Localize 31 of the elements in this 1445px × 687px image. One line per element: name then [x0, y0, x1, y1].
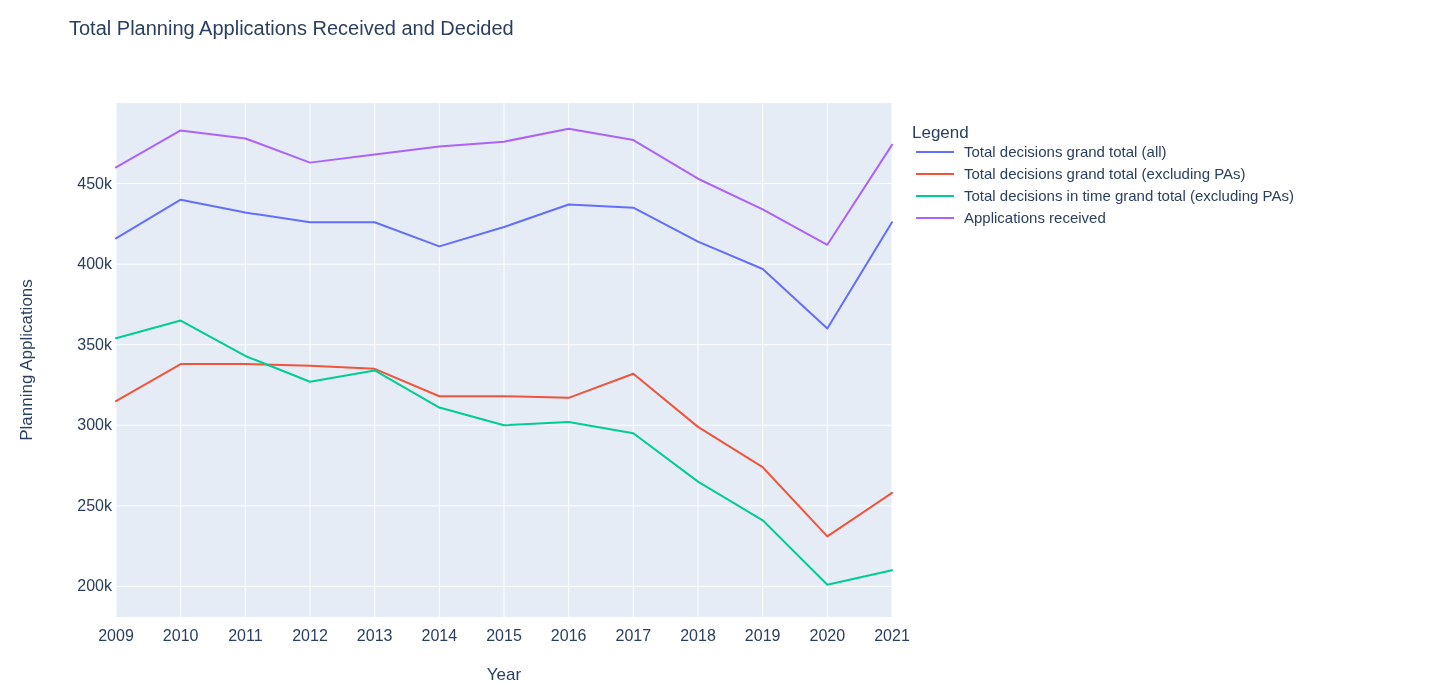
x-tick-label: 2014	[421, 627, 458, 644]
x-tick-label: 2010	[162, 627, 199, 644]
legend-title: Legend	[912, 123, 969, 142]
legend-label: Total decisions grand total (all)	[964, 143, 1167, 160]
line-series	[115, 319, 893, 586]
x-tick-label: 2020	[809, 627, 846, 644]
y-tick-label: 400k	[77, 255, 113, 273]
y-tick-label: 350k	[77, 335, 113, 353]
x-tick-label: 2012	[292, 627, 328, 644]
line-series	[115, 198, 893, 330]
y-tick-label: 200k	[77, 577, 113, 595]
x-tick-label: 2015	[486, 627, 522, 644]
legend-label: Total decisions grand total (excluding PAs)	[964, 165, 1246, 182]
x-tick-label: 2019	[744, 627, 781, 644]
legend-label: Applications received	[964, 209, 1106, 226]
line-series	[115, 127, 893, 246]
x-tick-label: 2017	[615, 627, 652, 644]
y-tick-label: 300k	[77, 416, 113, 434]
x-tick-label: 2018	[680, 627, 716, 644]
line-series	[115, 363, 893, 538]
x-axis-title: Year	[486, 665, 522, 684]
chart-title: Total Planning Applications Received and Decided	[69, 17, 514, 39]
legend-label: Total decisions in time grand total (excluding PAs)	[964, 187, 1294, 204]
y-tick-label: 250k	[77, 496, 113, 514]
x-tick-label: 2016	[550, 627, 587, 644]
x-tick-label: 2011	[228, 627, 263, 644]
x-tick-label: 2009	[98, 627, 134, 644]
x-tick-label: 2021	[874, 627, 910, 644]
y-tick-label: 450k	[77, 174, 113, 192]
y-axis-title: Planning Applications	[17, 279, 36, 441]
x-tick-label: 2013	[356, 627, 393, 644]
